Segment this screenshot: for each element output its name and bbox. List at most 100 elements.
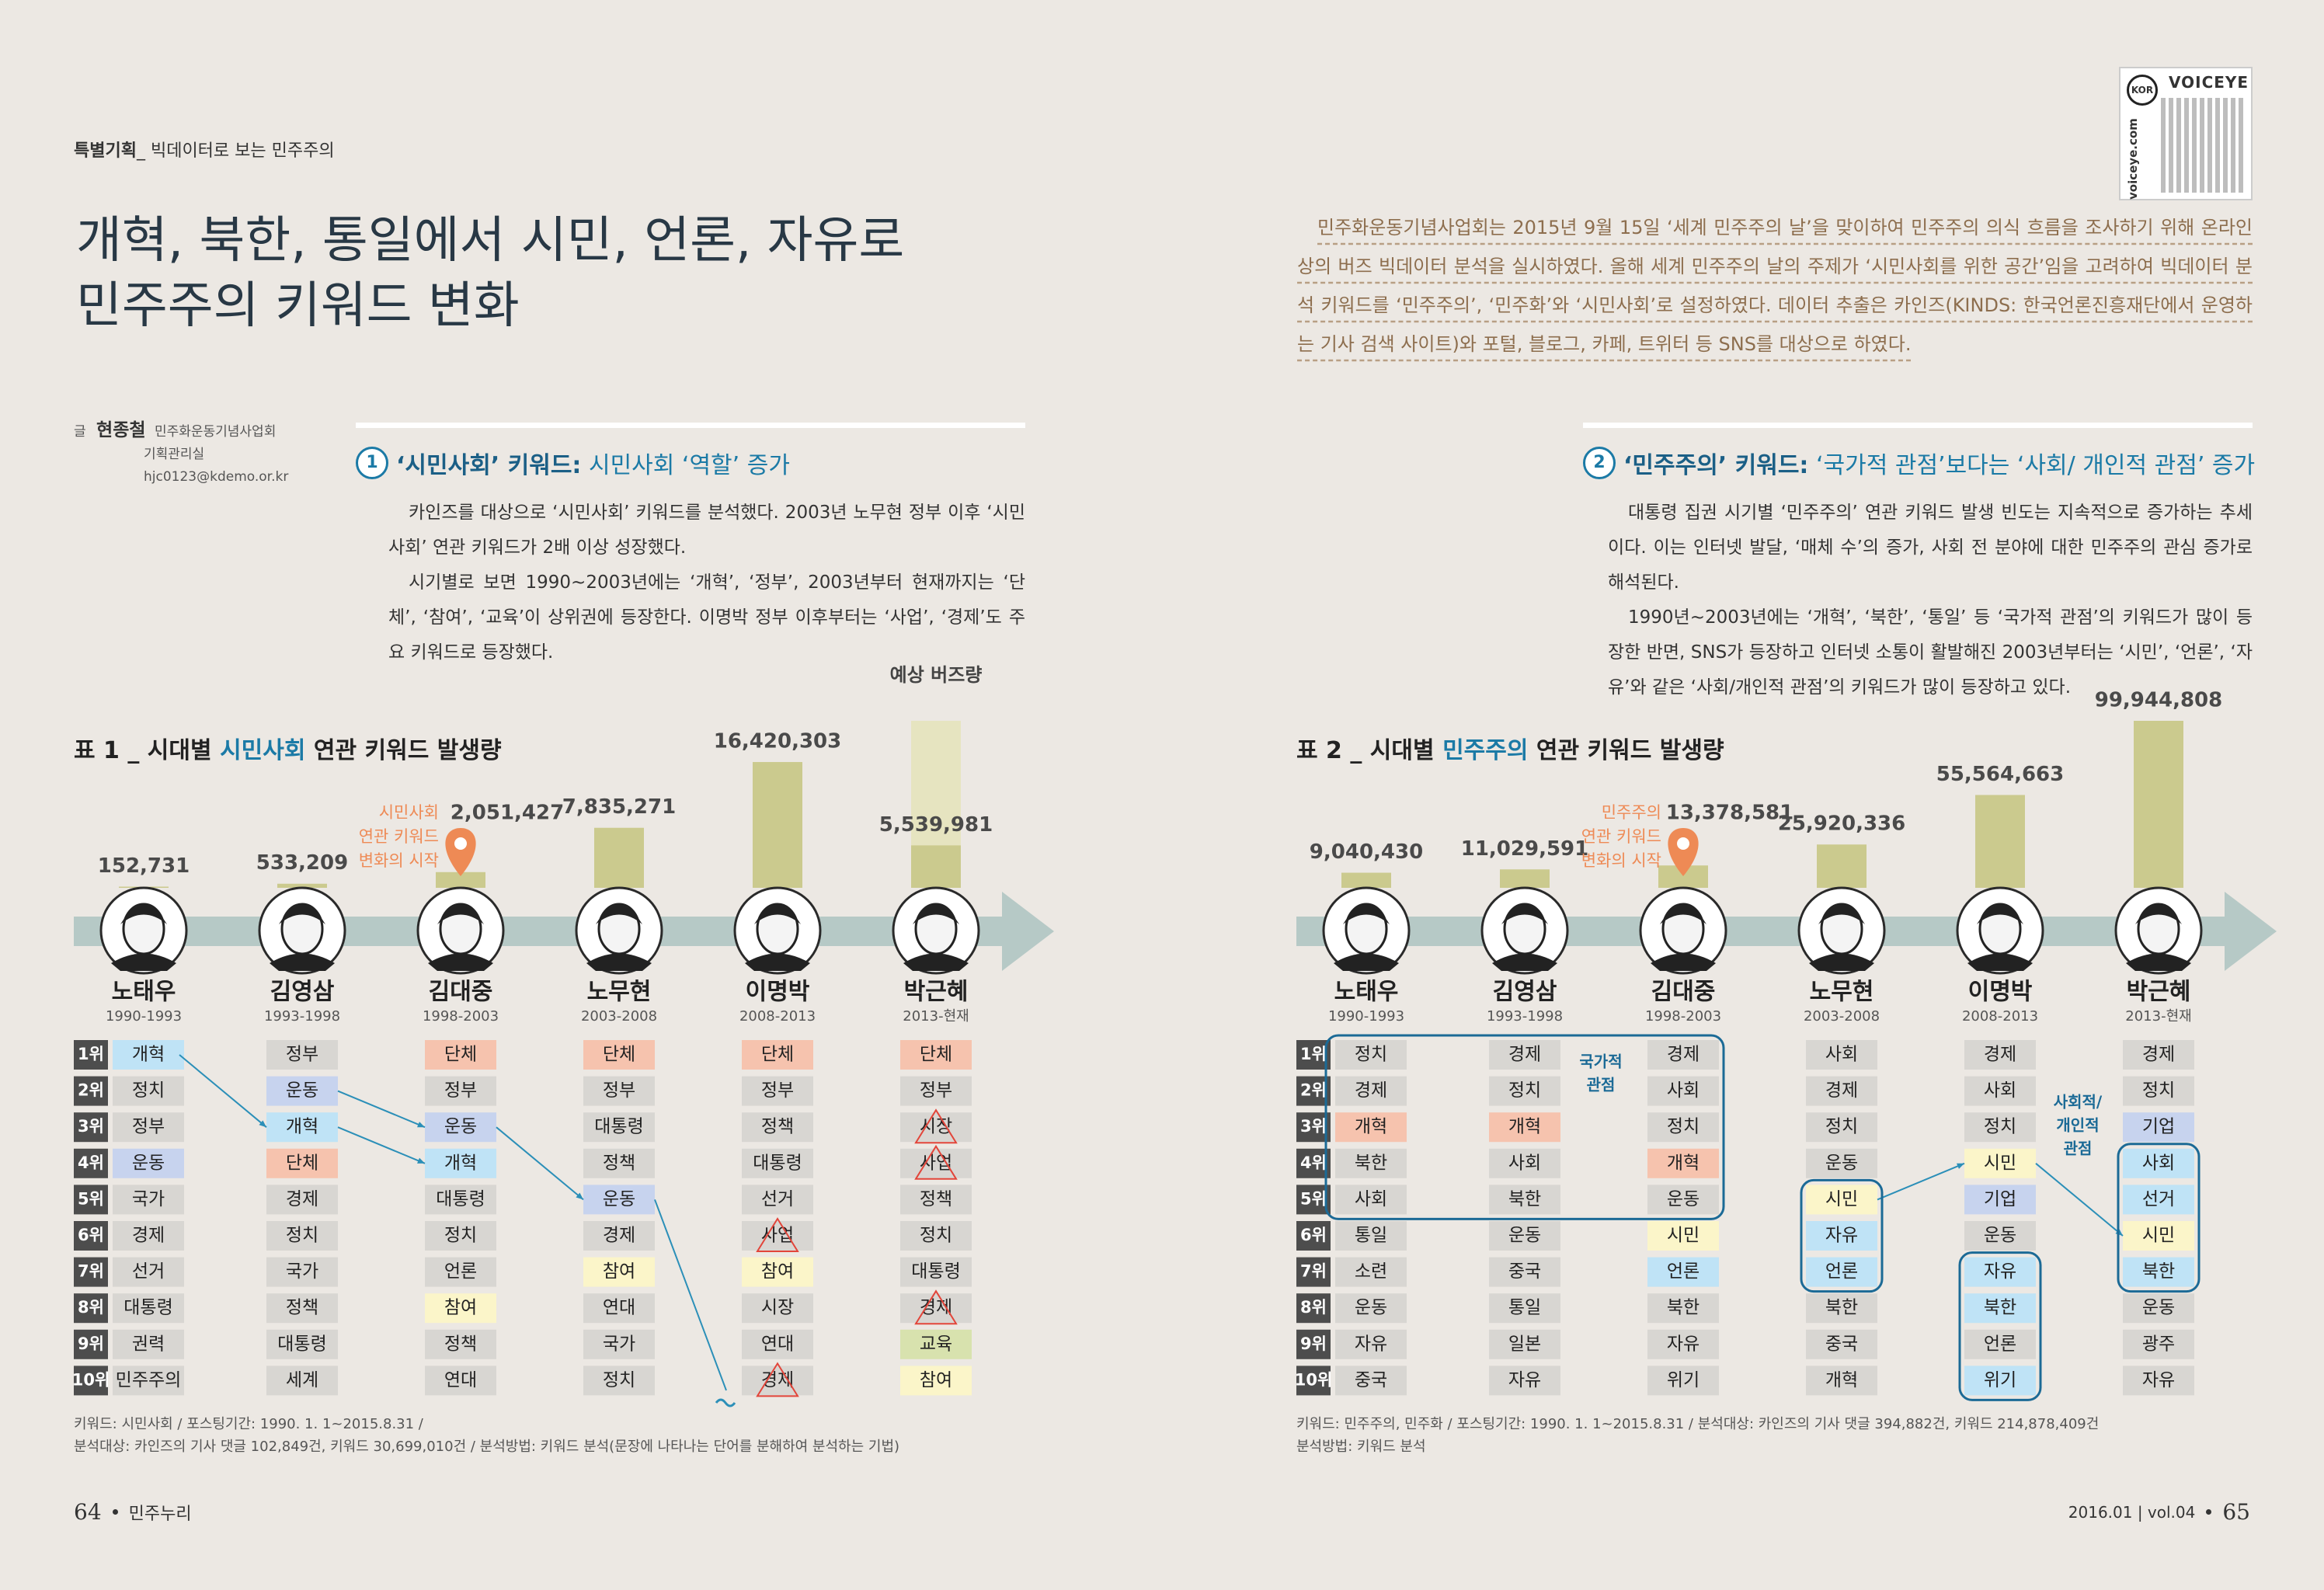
triangle-mark (756, 1217, 799, 1252)
keyword: 권력 (132, 1334, 165, 1354)
keyword: 선거 (132, 1261, 165, 1282)
keyword-cell (113, 1112, 184, 1143)
portrait-hair (1977, 905, 2023, 924)
keyword-cell (583, 1185, 655, 1215)
annotation: 시민사회 (379, 803, 439, 822)
keyword: 선거 (761, 1189, 794, 1209)
logo-site: voiceye.com (2126, 118, 2140, 200)
keyword-cell (1647, 1185, 1719, 1215)
keyword-cell (425, 1221, 496, 1251)
keyword: 운동 (286, 1080, 318, 1101)
author: 글 현종철 민주화운동기념사업회 기획관리실 hjc0123@kdemo.or.… (74, 419, 288, 489)
keyword-cell (2123, 1148, 2194, 1178)
keyword-cell (266, 1040, 338, 1070)
portrait-hair (1501, 905, 1548, 924)
chart-title-part: 표 1 _ 시대별 (74, 737, 220, 764)
keyword: 운동 (1355, 1298, 1387, 1318)
section-number: 2 (1583, 447, 1616, 479)
voiceye-logo: VOICEYE KOR voiceye.com (2119, 67, 2253, 200)
keyword: 정치 (1355, 1045, 1387, 1065)
period-years: 2003-2008 (581, 1008, 657, 1025)
keyword-cell (1647, 1112, 1719, 1143)
keyword-cell (1806, 1221, 1877, 1251)
keyword-cell (900, 1221, 972, 1251)
keyword: 대통령 (277, 1334, 326, 1354)
paragraph: 대통령 집권 시기별 ‘민주주의’ 연관 키워드 발생 빈도는 지속적으로 증가… (1608, 503, 2253, 593)
keyword-cell (742, 1329, 813, 1359)
rank-badge (74, 1257, 108, 1287)
keyword: 기업 (2142, 1117, 2175, 1137)
keyword-cell (900, 1185, 972, 1215)
keyword-cell (266, 1112, 338, 1143)
title-line: 민주주의 키워드 변화 (76, 277, 520, 335)
keyword: 사회 (2142, 1153, 2175, 1173)
bar (2134, 721, 2183, 888)
rank-badge (74, 1293, 108, 1324)
keyword-cell (113, 1076, 184, 1106)
keyword: 언론 (1667, 1261, 1700, 1282)
keyword-cell (583, 1329, 655, 1359)
group-label: 관점 (2064, 1139, 2093, 1158)
keyword: 선거 (2142, 1189, 2175, 1209)
period-name: 김대중 (1651, 979, 1716, 1006)
keyword: 단체 (920, 1045, 952, 1065)
keyword: 경제 (132, 1226, 165, 1246)
connector (1877, 1162, 1965, 1201)
keyword-cell (266, 1329, 338, 1359)
bar (594, 827, 644, 888)
rank-badge (1296, 1221, 1331, 1251)
keyword: 자유 (1508, 1370, 1541, 1390)
period-name: 김대중 (429, 979, 493, 1006)
footnote: 분석방법: 키워드 분석 (1296, 1439, 1426, 1455)
keyword-cell (583, 1257, 655, 1287)
rank: 1위 (1300, 1045, 1327, 1063)
keyword-cell (1964, 1040, 2036, 1070)
portrait-body (903, 953, 969, 971)
keyword-cell (900, 1293, 972, 1324)
group-label: 개인적 (2056, 1116, 2099, 1135)
connector (337, 1126, 426, 1164)
value-label: 11,029,591 (1461, 837, 1588, 861)
value-label: 152,731 (98, 854, 190, 878)
value-label: 99,944,808 (2095, 689, 2222, 712)
header-section: 특별기획 (74, 141, 137, 161)
rank: 3위 (1300, 1117, 1327, 1136)
keyword: 연대 (761, 1334, 794, 1354)
intro: 민주화운동기념사업회는 2015년 9월 15일 ‘세계 민주주의 날’을 맞이… (1297, 217, 2253, 355)
period-name: 노무현 (587, 979, 652, 1006)
value-label: 25,920,336 (1778, 812, 1905, 836)
keyword: 세계 (286, 1370, 318, 1390)
keyword: 자유 (1667, 1334, 1700, 1354)
keyword: 경제 (603, 1226, 635, 1246)
rank-badge (74, 1221, 108, 1251)
rank-badge (1296, 1366, 1331, 1396)
section-heading: 2 ‘민주주의’ 키워드: ‘국가적 관점’보다는 ‘사회/ 개인적 관점’ 증가 (1583, 446, 2255, 480)
keyword-cell (1964, 1148, 2036, 1178)
keyword-cell (742, 1148, 813, 1178)
portrait-body (745, 953, 810, 971)
keyword: 연대 (444, 1370, 477, 1390)
keyword: 북한 (1508, 1189, 1541, 1209)
keyword: 국가 (132, 1189, 165, 1209)
annotation: 연관 키워드 (1581, 827, 1661, 846)
timeline-arrow (2225, 892, 2277, 971)
keyword: 사회 (1355, 1189, 1387, 1209)
keyword: 참여 (920, 1370, 952, 1390)
group-box (2117, 1143, 2200, 1293)
value-label: 5,539,981 (879, 813, 993, 837)
connector-head (1957, 1163, 1964, 1169)
chart-title-part: 민주주의 (1442, 737, 1528, 764)
period-years: 1993-1998 (264, 1008, 340, 1025)
section-key: ‘민주주의’ 키워드: (1623, 452, 1809, 479)
keyword: 정치 (603, 1370, 635, 1390)
connector-head (576, 1192, 583, 1200)
keyword-cell (742, 1112, 813, 1143)
keyword: 소련 (1355, 1261, 1387, 1282)
keyword-cell (2123, 1257, 2194, 1287)
keyword-cell (900, 1040, 972, 1070)
keyword: 참여 (603, 1261, 635, 1282)
footer-right: 2016.01 | vol.04 65 (2068, 1499, 2250, 1525)
keyword: 시민 (1825, 1189, 1858, 1209)
keyword-cell (266, 1366, 338, 1396)
keyword-cell (1964, 1076, 2036, 1106)
